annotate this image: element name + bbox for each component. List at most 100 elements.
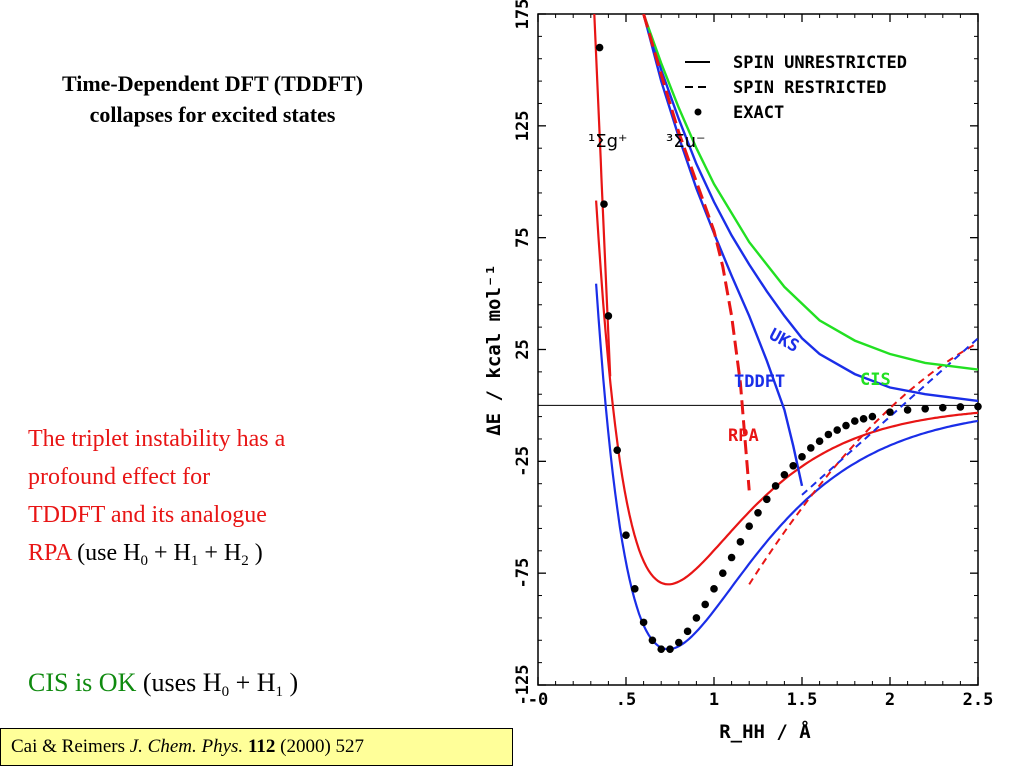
state-label-singlet: ¹Σg⁺ <box>588 131 628 152</box>
legend-entry: SPIN RESTRICTED <box>733 78 887 98</box>
y-axis-label: ΔE / kcal mol⁻¹ <box>483 264 505 436</box>
subscript-2: 2 <box>241 553 249 569</box>
exact-point <box>600 200 608 208</box>
x-axis-label: R_HH / Å <box>719 719 811 743</box>
exact-point <box>771 482 780 490</box>
subscript-0: 0 <box>140 553 149 569</box>
exact-point <box>780 470 789 479</box>
exact-point <box>631 585 639 593</box>
exact-point <box>939 403 947 412</box>
y-tick-label: -75 <box>513 558 533 589</box>
exact-point <box>833 426 841 434</box>
legend-entry: SPIN UNRESTRICTED <box>733 53 907 73</box>
rpa-curve <box>642 14 751 491</box>
exact-point <box>956 403 965 411</box>
exact-point <box>675 638 683 647</box>
x-tick-label: 1.5 <box>787 690 818 710</box>
exact-point <box>754 508 762 517</box>
exact-point <box>789 462 797 470</box>
repulsive-wall <box>593 14 612 377</box>
exact-point <box>692 614 701 622</box>
cis-curve <box>642 14 978 371</box>
exact-point <box>851 417 859 425</box>
exact-point <box>639 618 648 627</box>
exact-point <box>666 645 674 654</box>
cis-subscript-0: 0 <box>221 684 230 700</box>
use-text: (use H <box>71 540 141 566</box>
exact-point <box>903 406 912 414</box>
legend: SPIN UNRESTRICTED SPIN RESTRICTED EXACT <box>685 53 907 123</box>
plus-h2: + H <box>198 540 242 566</box>
exact-point <box>604 312 613 320</box>
exact-point <box>710 585 718 593</box>
exact-point <box>648 636 657 645</box>
citation-journal: J. Chem. Phys. <box>129 736 244 757</box>
rpa-dashed-rise <box>748 341 978 585</box>
close-paren: ) <box>248 540 263 566</box>
exact-point <box>798 453 806 461</box>
exact-point <box>815 437 824 446</box>
exact-point <box>824 430 833 439</box>
x-tick-label: .5 <box>616 690 636 710</box>
state-label-triplet: ³Σu⁻ <box>666 131 706 152</box>
exact-point <box>622 531 630 539</box>
instability-paragraph: The triplet instability has a profound e… <box>28 420 428 572</box>
exact-point <box>683 627 692 636</box>
tddft-curve <box>642 14 804 487</box>
cis-subscript-1: 1 <box>275 684 284 700</box>
citation-volume: 112 <box>247 736 276 757</box>
exact-point <box>701 600 709 609</box>
tddft-label: TDDFT <box>734 372 785 392</box>
slide-title: Time-Dependent DFT (TDDFT) collapses for… <box>61 71 364 127</box>
subscript-1: 1 <box>190 553 199 569</box>
citation-rest: (2000) 527 <box>275 736 365 757</box>
legend-entry: EXACT <box>733 103 784 123</box>
exact-point <box>974 402 982 411</box>
rpa-curve-label: RPA <box>728 426 759 446</box>
cis-plus-h1: + H <box>229 668 276 697</box>
exact-point <box>727 553 736 562</box>
para-line-3: TDDFT and its analogue <box>28 502 267 528</box>
x-tick-label: 2.5 <box>963 690 994 710</box>
cis-line: CIS is OK (uses H0 + H1 ) <box>28 665 298 701</box>
exact-point <box>807 444 815 452</box>
uks-curve <box>642 14 978 403</box>
exact-point <box>736 538 745 546</box>
cis-label: CIS <box>860 370 891 390</box>
chart-labels: R_HH / Å ΔE / kcal mol⁻¹ SPIN UNRESTRICTED… <box>483 53 907 743</box>
y-tick-label: 75 <box>513 227 533 247</box>
y-tick-label: -25 <box>513 446 533 477</box>
rpa-label: RPA <box>28 540 72 566</box>
potential-energy-chart: -0 .5 1 1.5 2 2.5 -125 -75 -25 25 75 125 175 R_HH / … <box>483 0 993 743</box>
para-line-1: The triplet instability has a <box>28 426 286 452</box>
x-tick-label: -0 <box>528 690 548 710</box>
x-tick-label: 2 <box>885 690 895 710</box>
exact-point <box>921 404 929 413</box>
cis-ok-label: CIS is OK <box>28 668 137 697</box>
chart-axes: -0 .5 1 1.5 2 2.5 -125 -75 -25 25 75 125 175 <box>513 0 993 710</box>
exact-dots <box>595 43 982 654</box>
exact-point <box>859 415 868 423</box>
para-line-2: profound effect for <box>28 464 211 490</box>
x-tick-label: 1 <box>709 690 719 710</box>
exact-point <box>886 408 894 416</box>
exact-point <box>842 421 850 430</box>
exact-point <box>745 522 753 530</box>
exact-point <box>657 645 665 654</box>
exact-point <box>763 495 771 504</box>
exact-point <box>613 446 621 454</box>
y-tick-label: 125 <box>513 110 533 141</box>
citation-box: Cai & Reimers J. Chem. Phys. 112 (2000) … <box>0 728 513 766</box>
legend-dot-swatch <box>694 108 702 116</box>
citation-authors: Cai & Reimers <box>11 736 130 757</box>
uks-label: UKS <box>766 325 803 357</box>
y-tick-label: 175 <box>513 0 533 29</box>
cis-close-paren: ) <box>283 668 299 697</box>
chart-curves <box>593 14 978 651</box>
exact-point <box>868 412 877 421</box>
y-tick-label: -125 <box>513 665 533 706</box>
y-tick-label: 25 <box>513 339 533 359</box>
uses-text: (uses H <box>136 668 222 697</box>
plus-h1: + H <box>148 540 191 566</box>
exact-point <box>719 569 727 577</box>
